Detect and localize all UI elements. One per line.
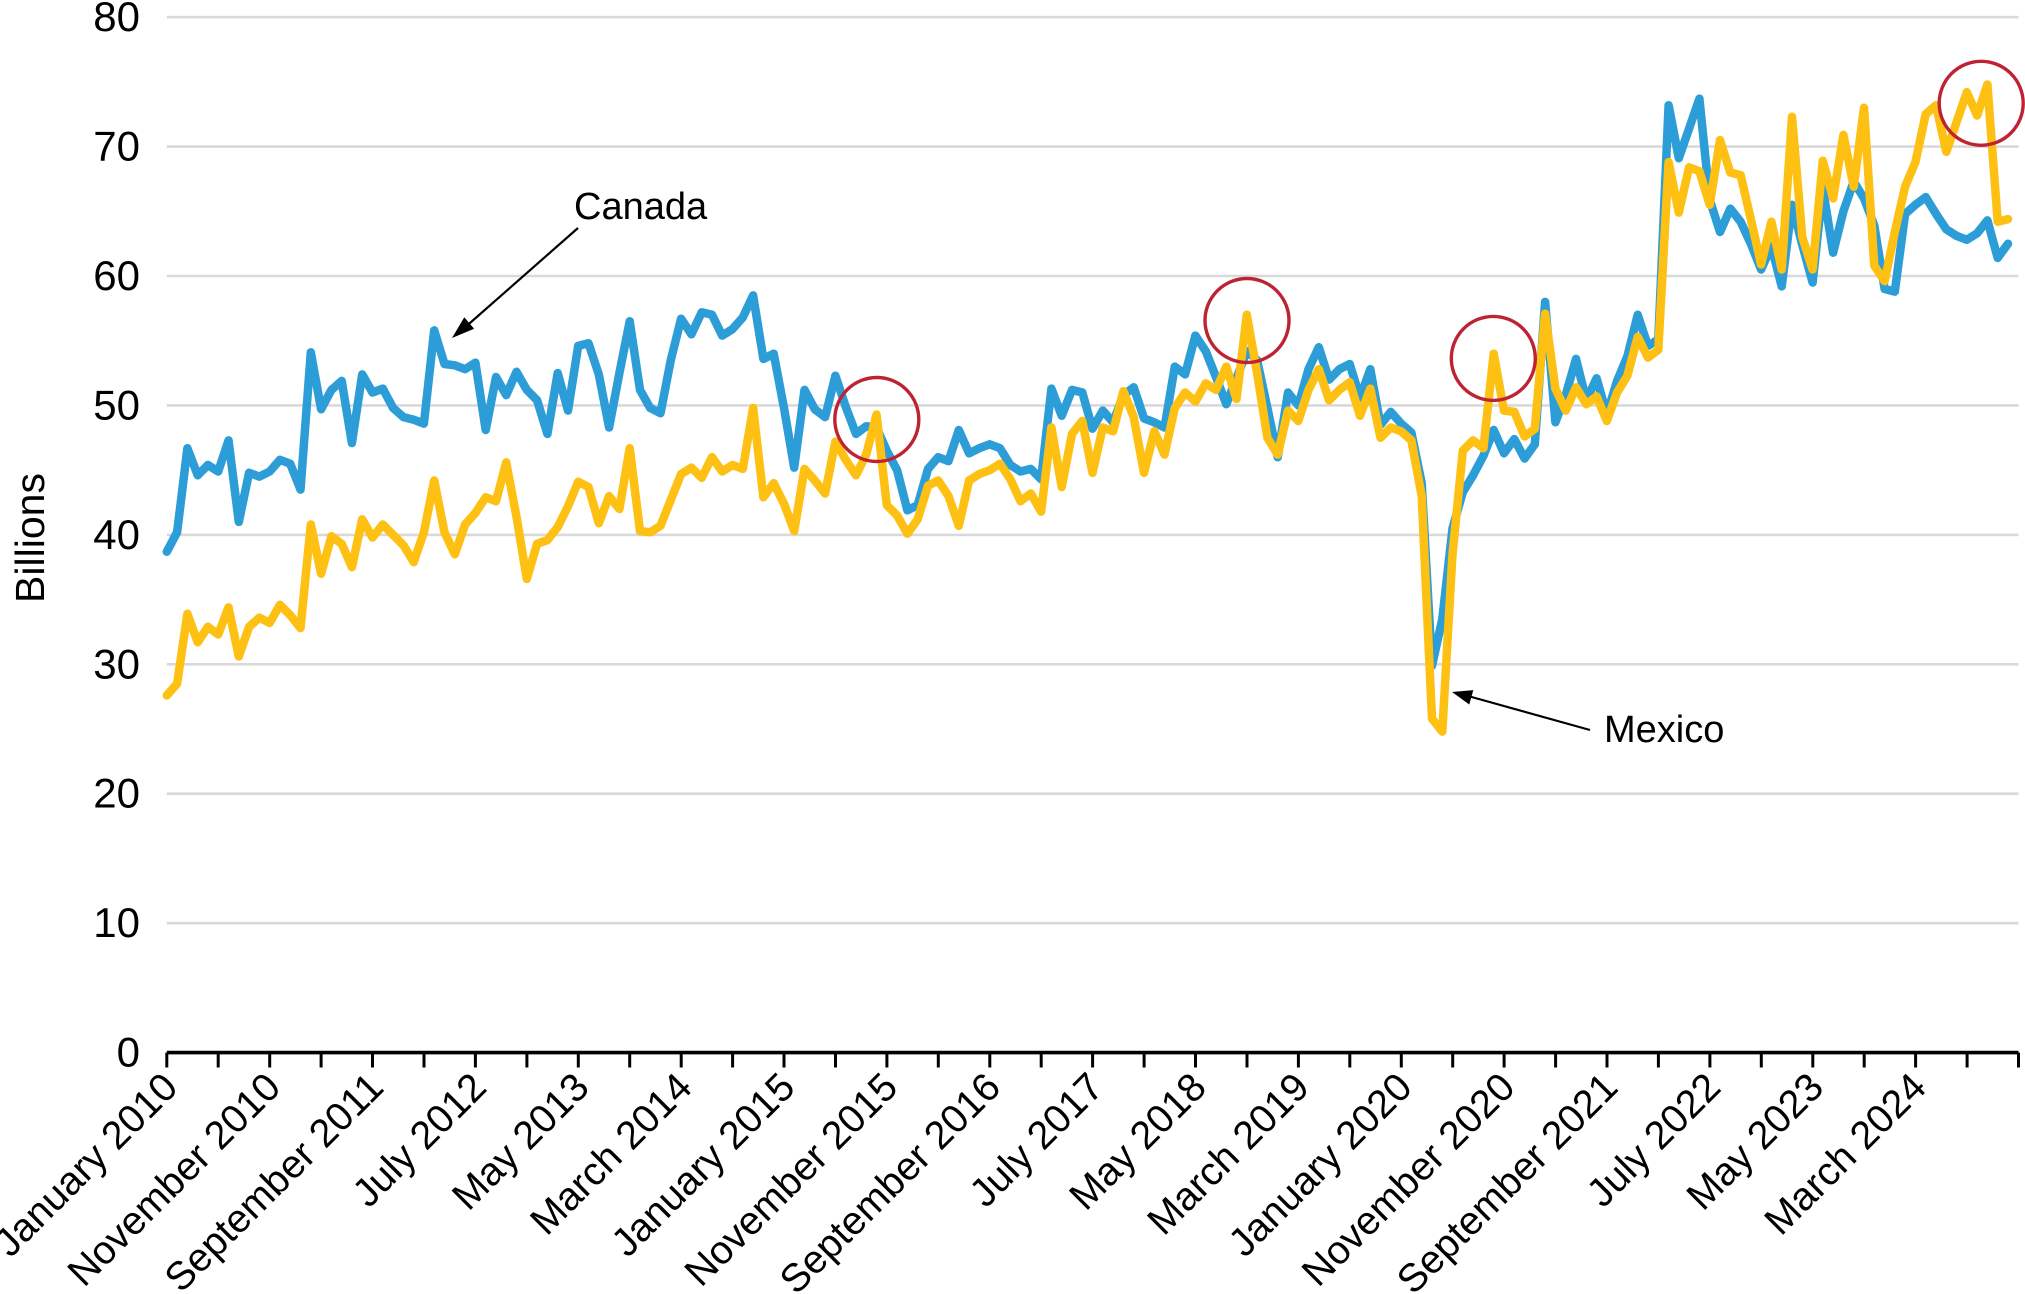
- svg-text:60: 60: [93, 252, 140, 299]
- svg-text:20: 20: [93, 770, 140, 817]
- svg-text:Canada: Canada: [574, 186, 708, 228]
- svg-text:50: 50: [93, 381, 140, 428]
- svg-text:40: 40: [93, 511, 140, 558]
- svg-text:70: 70: [93, 123, 140, 170]
- svg-text:Mexico: Mexico: [1604, 709, 1724, 751]
- svg-text:30: 30: [93, 640, 140, 687]
- svg-text:0: 0: [117, 1029, 140, 1076]
- svg-text:Billions: Billions: [7, 473, 53, 603]
- svg-text:10: 10: [93, 899, 140, 946]
- svg-text:80: 80: [93, 0, 140, 40]
